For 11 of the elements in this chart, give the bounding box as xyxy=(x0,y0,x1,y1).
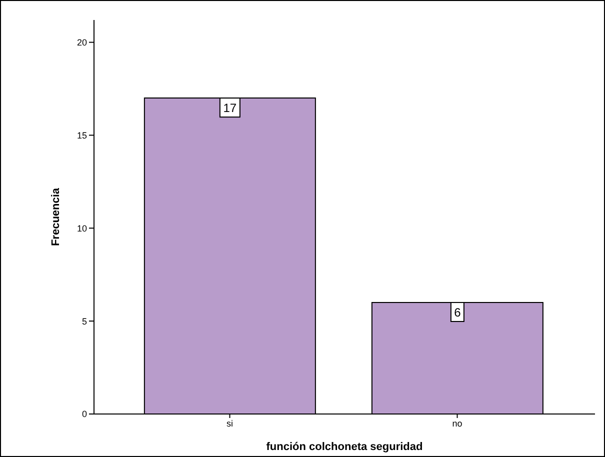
y-tick-label: 0 xyxy=(82,409,87,420)
y-tick-label: 10 xyxy=(76,223,87,234)
y-tick-label: 15 xyxy=(76,130,87,140)
y-tick-label: 20 xyxy=(76,37,87,48)
data-label: 6 xyxy=(454,305,462,320)
x-axis-title: función colchoneta seguridad xyxy=(266,441,423,453)
x-tick-label: si xyxy=(226,418,233,428)
y-axis-title: Frecuencia xyxy=(50,187,62,246)
data-label: 17 xyxy=(223,101,237,116)
y-tick-label: 5 xyxy=(82,316,87,326)
x-tick-label: no xyxy=(452,418,462,428)
